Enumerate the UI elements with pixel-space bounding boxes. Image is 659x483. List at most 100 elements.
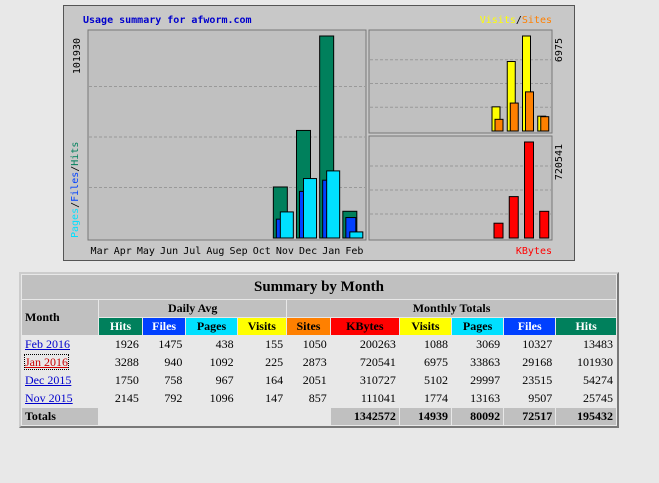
value-cell: 5102 <box>399 372 452 389</box>
column-header: Hits <box>99 318 142 335</box>
month-cell: Nov 2015 <box>22 390 98 407</box>
bar <box>493 222 504 239</box>
table-row: Dec 2015 1750 758 967 164 2051 310727 5102 29997… <box>22 372 616 389</box>
totals-label: Totals <box>22 408 99 425</box>
bar <box>303 178 317 239</box>
legend: Pages/Files/Hits <box>70 142 81 238</box>
chart-title: Usage summary for afworm.com <box>83 15 252 26</box>
value-cell: 33863 <box>452 354 504 371</box>
table-row: Nov 2015 2145 792 1096 147 857 111041 1774 13163… <box>22 390 616 407</box>
bar <box>494 118 504 132</box>
x-tick-label: Dec <box>299 246 317 257</box>
value-cell: 1088 <box>399 336 452 353</box>
value-cell: 10327 <box>504 336 556 353</box>
column-header: Sites <box>287 318 330 335</box>
month-link[interactable]: Jan 2016 <box>24 354 69 370</box>
month-header: Month <box>22 300 99 335</box>
bar <box>279 211 294 239</box>
month-link[interactable]: Feb 2016 <box>25 337 70 351</box>
total-cell: 80092 <box>452 408 504 425</box>
value-cell: 111041 <box>330 390 399 407</box>
total-cell: 1342572 <box>330 408 399 425</box>
value-cell: 940 <box>142 354 186 371</box>
legend-separator: / <box>516 15 522 26</box>
column-header: Pages <box>186 318 237 335</box>
y-max-label: 101930 <box>72 38 83 74</box>
value-cell: 13483 <box>556 336 616 353</box>
month-link[interactable]: Dec 2015 <box>25 373 72 387</box>
value-cell: 54274 <box>556 372 616 389</box>
value-cell: 758 <box>142 372 186 389</box>
legend-entry: Hits <box>70 142 81 166</box>
summary-table: Summary by Month Month Daily Avg Monthly To… <box>19 272 619 428</box>
value-cell: 101930 <box>556 354 616 371</box>
x-tick-label: Jan <box>322 246 340 257</box>
value-cell: 25745 <box>556 390 616 407</box>
value-cell: 1050 <box>287 336 330 353</box>
legend: KBytes <box>516 246 552 257</box>
usage-chart: Usage summary for afworm.com 101930 Mar Ap… <box>63 5 575 261</box>
value-cell: 1926 <box>99 336 142 353</box>
value-cell: 147 <box>237 390 287 407</box>
x-tick-label: Nov <box>276 246 294 257</box>
value-cell: 3069 <box>452 336 504 353</box>
y-max-label: 720541 <box>554 144 565 180</box>
blank-cell <box>99 408 330 425</box>
value-cell: 967 <box>186 372 237 389</box>
legend-entry: KBytes <box>516 246 552 257</box>
value-cell: 164 <box>237 372 287 389</box>
bar <box>508 196 519 239</box>
value-cell: 1096 <box>186 390 237 407</box>
column-header: Pages <box>452 318 504 335</box>
table-title: Summary by Month <box>22 275 616 299</box>
table-row: Jan 2016 3288 940 1092 225 2873 720541 6975 3386… <box>22 354 616 371</box>
value-cell: 720541 <box>330 354 399 371</box>
value-cell: 2051 <box>287 372 330 389</box>
bar <box>509 102 519 132</box>
value-cell: 155 <box>237 336 287 353</box>
bar <box>326 170 341 239</box>
value-cell: 2873 <box>287 354 330 371</box>
value-cell: 29168 <box>504 354 556 371</box>
legend-entry: Pages <box>70 208 81 238</box>
month-link[interactable]: Nov 2015 <box>25 391 73 405</box>
group-header: Daily Avg <box>99 300 287 317</box>
legend: Visits/Sites <box>480 15 552 26</box>
legend-separator: / <box>70 202 81 208</box>
x-tick-label: Mar <box>91 246 109 257</box>
legend-separator: / <box>70 166 81 172</box>
x-tick-label: May <box>137 246 155 257</box>
value-cell: 792 <box>142 390 186 407</box>
x-tick-label: Aug <box>206 246 224 257</box>
table-row: Summary by Month <box>22 275 616 299</box>
x-tick-label: Jun <box>160 246 178 257</box>
value-cell: 23515 <box>504 372 556 389</box>
panel <box>368 29 553 134</box>
y-max-label: 6975 <box>554 38 565 62</box>
legend-entry: Files <box>70 172 81 202</box>
value-cell: 438 <box>186 336 237 353</box>
value-cell: 1475 <box>142 336 186 353</box>
bar <box>525 91 534 132</box>
month-cell: Feb 2016 <box>22 336 98 353</box>
value-cell: 225 <box>237 354 287 371</box>
bar <box>349 231 364 239</box>
bar <box>540 116 550 132</box>
value-cell: 3288 <box>99 354 142 371</box>
value-cell: 200263 <box>330 336 399 353</box>
column-header: Files <box>504 318 556 335</box>
column-header: Visits <box>237 318 287 335</box>
x-tick-label: Oct <box>253 246 271 257</box>
value-cell: 6975 <box>399 354 452 371</box>
group-header: Monthly Totals <box>287 300 616 317</box>
value-cell: 9507 <box>504 390 556 407</box>
bar <box>539 210 550 239</box>
total-cell: 72517 <box>504 408 556 425</box>
bar <box>524 141 534 239</box>
value-cell: 29997 <box>452 372 504 389</box>
value-cell: 2145 <box>99 390 142 407</box>
column-header: Hits <box>556 318 616 335</box>
panel <box>368 135 553 241</box>
legend-entry: Sites <box>522 15 552 26</box>
value-cell: 13163 <box>452 390 504 407</box>
